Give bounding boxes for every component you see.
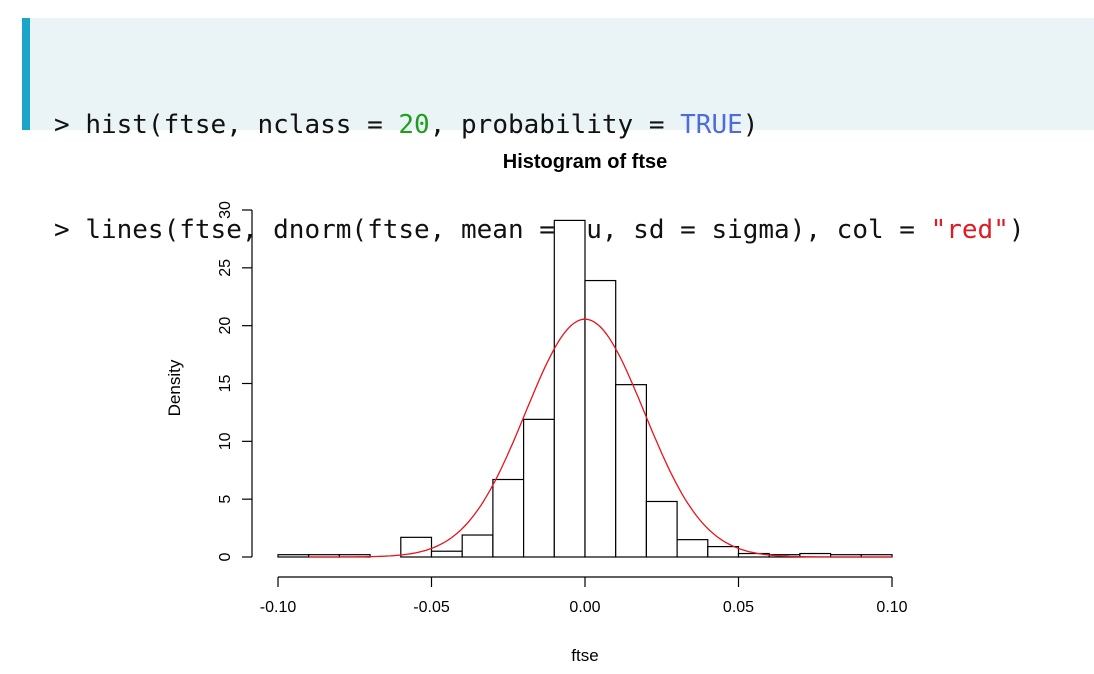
x-tick-label: -0.05 (413, 599, 450, 616)
histogram-bar (615, 384, 648, 558)
histogram-bar (277, 554, 310, 558)
normal-density-curve (308, 318, 892, 558)
bars-group (277, 219, 893, 558)
x-tick-label: -0.10 (260, 599, 297, 616)
histogram-bar (461, 534, 494, 558)
y-tick-label: 5 (217, 495, 234, 504)
x-tick-label: 0.05 (723, 599, 754, 616)
histogram-bar (707, 545, 740, 558)
histogram-bar (430, 550, 463, 558)
code-string: "red" (930, 215, 1009, 245)
histogram-bar (492, 478, 525, 558)
histogram-bar (645, 500, 678, 558)
code-keyword: TRUE (680, 110, 743, 140)
code-line-1: > hist(ftse, nclass = 20, probability = … (54, 108, 1025, 143)
x-axis: -0.10 -0.05 0.00 0.05 0.10 (260, 576, 908, 616)
code-text: ) (1008, 215, 1025, 245)
y-tick-label: 15 (217, 375, 234, 393)
chart-title: Histogram of ftse (503, 151, 667, 173)
y-tick-label: 0 (217, 552, 234, 561)
histogram-bar (676, 539, 709, 558)
code-text: ) (742, 110, 759, 140)
x-tick-label: 0.00 (569, 599, 600, 616)
x-axis-label: ftse (571, 646, 598, 665)
prompt: > (54, 110, 86, 140)
code-text: hist(ftse, nclass = (85, 110, 399, 140)
histogram-chart: Histogram of ftse ftse Density -0.10 -0.0… (165, 151, 908, 665)
y-tick-label: 30 (217, 201, 234, 219)
prompt: > (54, 215, 86, 245)
histogram-bar (522, 418, 555, 558)
x-tick-label: 0.10 (876, 599, 907, 616)
code-text: lines(ftse, dnorm(ftse, mean = mu, sd = … (85, 215, 931, 245)
code-number: 20 (398, 110, 430, 140)
y-tick-label: 10 (217, 432, 234, 450)
histogram-bar (400, 536, 433, 558)
y-axis: 0 5 10 15 20 25 30 (217, 201, 253, 561)
code-block: > hist(ftse, nclass = 20, probability = … (22, 18, 1094, 245)
code-accent-bar (22, 18, 30, 130)
y-axis-label: Density (165, 359, 184, 416)
y-tick-label: 25 (217, 259, 234, 277)
code-lines: > hist(ftse, nclass = 20, probability = … (54, 38, 1025, 318)
y-tick-label: 20 (217, 317, 234, 335)
histogram-bar (553, 219, 586, 558)
code-line-2: > lines(ftse, dnorm(ftse, mean = mu, sd … (54, 213, 1025, 248)
code-text: , probability = (429, 110, 681, 140)
histogram-bar (584, 279, 617, 558)
